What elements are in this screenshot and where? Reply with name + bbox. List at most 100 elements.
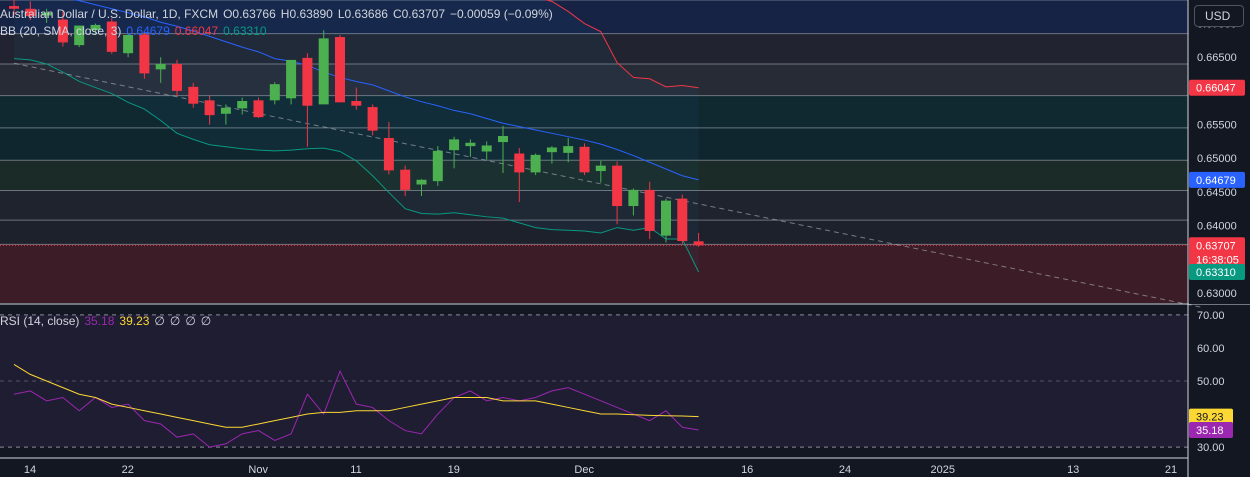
candle-body	[644, 189, 655, 231]
candle-body	[9, 6, 19, 9]
open-label: O	[223, 7, 233, 21]
price-tick-label: 0.66500	[1197, 52, 1237, 64]
candle[interactable]	[628, 188, 639, 216]
rsi-badge-label: 35.18	[1196, 425, 1224, 437]
candle[interactable]	[9, 0, 19, 16]
candle[interactable]	[269, 82, 280, 105]
candle[interactable]	[579, 143, 590, 176]
price-badge	[1189, 237, 1245, 268]
candle[interactable]	[465, 139, 476, 157]
rsi-name[interactable]: RSI (14, close)	[0, 314, 80, 328]
candle[interactable]	[106, 18, 117, 54]
candle[interactable]	[612, 161, 623, 225]
candle[interactable]	[595, 160, 606, 183]
candle-body	[237, 101, 248, 109]
time-tick-label: 22	[122, 464, 134, 476]
time-tick-label: 19	[448, 464, 460, 476]
currency-button[interactable]: USD	[1194, 5, 1244, 27]
candle-body	[25, 8, 36, 17]
candle[interactable]	[155, 57, 166, 83]
candle-body	[595, 165, 606, 172]
candle[interactable]	[416, 179, 427, 196]
candle[interactable]	[563, 138, 574, 163]
candle-body	[188, 86, 199, 104]
candle-body	[383, 138, 394, 171]
rsi-extra-1: ∅	[154, 314, 165, 328]
candle[interactable]	[449, 136, 460, 169]
candle[interactable]	[41, 8, 52, 23]
candle-body	[628, 189, 639, 207]
rsi-extra-4: ∅	[200, 314, 212, 328]
candle-body	[57, 19, 68, 43]
candle[interactable]	[383, 121, 394, 175]
candle[interactable]	[530, 153, 541, 176]
candle[interactable]	[677, 194, 688, 244]
candle-body	[367, 107, 378, 131]
bollinger-lower-line	[13, 58, 700, 273]
rsi-extra-2: ∅	[169, 314, 181, 328]
rsi-extra-3: ∅	[185, 314, 196, 328]
candle[interactable]	[498, 125, 508, 174]
candle[interactable]	[335, 35, 345, 103]
candle[interactable]	[546, 146, 557, 164]
rsi-tick-label: 60.00	[1197, 343, 1225, 355]
bollinger-upper-line	[544, 0, 699, 89]
candle[interactable]	[367, 104, 378, 136]
bollinger-fill	[14, 0, 699, 273]
rsi-tick-label: 70.00	[1197, 310, 1225, 322]
price-tick-label: 0.65500	[1197, 120, 1237, 132]
price-tick-label: 0.64500	[1197, 187, 1237, 199]
candle[interactable]	[139, 31, 150, 79]
change-value: −0.00059 (−0.09%)	[450, 7, 553, 21]
rsi-badge	[1189, 408, 1233, 425]
candle-body	[123, 35, 134, 54]
candle-body	[514, 153, 525, 173]
candle[interactable]	[400, 165, 411, 196]
candle[interactable]	[172, 59, 182, 97]
price-badge	[1189, 264, 1245, 281]
price-badge-label: 0.63707	[1196, 240, 1236, 252]
candle[interactable]	[220, 104, 231, 125]
candle-body	[90, 24, 101, 31]
symbol-label[interactable]: Australian Dollar / U.S. Dollar, 1D, FXC…	[0, 7, 219, 21]
candle[interactable]	[514, 148, 525, 202]
candle[interactable]	[693, 232, 704, 247]
close-value: 0.63707	[401, 7, 445, 21]
bollinger-name[interactable]: BB (20, SMA, close, 3)	[0, 24, 122, 38]
candle-body	[74, 25, 85, 46]
candle[interactable]	[351, 87, 362, 110]
candle[interactable]	[123, 32, 134, 58]
candle[interactable]	[432, 146, 443, 186]
candle[interactable]	[481, 141, 492, 160]
candle[interactable]	[90, 23, 101, 36]
candle[interactable]	[237, 97, 248, 115]
rsi-line	[13, 369, 699, 448]
candle[interactable]	[204, 95, 215, 125]
candle-body	[563, 146, 574, 153]
rsi-ma-value: 39.23	[119, 314, 150, 328]
candle-body	[546, 147, 557, 153]
price-tick-label: 0.65000	[1197, 153, 1237, 165]
candle-body	[498, 136, 508, 143]
candle-body	[172, 63, 182, 91]
candle[interactable]	[25, 1, 36, 21]
candle-body	[400, 169, 411, 190]
candle[interactable]	[318, 30, 329, 105]
candle[interactable]	[644, 181, 655, 240]
fib-band	[0, 244, 1188, 303]
fib-band	[0, 160, 1188, 191]
candle[interactable]	[188, 82, 199, 108]
candle[interactable]	[253, 97, 264, 118]
high-value: 0.63890	[289, 7, 333, 21]
time-tick-label: 14	[24, 464, 36, 476]
rsi-tick-label: 30.00	[1197, 442, 1225, 454]
candle[interactable]	[302, 53, 313, 147]
candle[interactable]	[57, 11, 68, 47]
candle[interactable]	[286, 59, 297, 105]
candle[interactable]	[74, 25, 85, 48]
candle-body	[481, 145, 492, 152]
bollinger-upper-value: 0.66047	[174, 24, 219, 38]
candle-body	[449, 139, 460, 151]
candle[interactable]	[661, 198, 671, 243]
